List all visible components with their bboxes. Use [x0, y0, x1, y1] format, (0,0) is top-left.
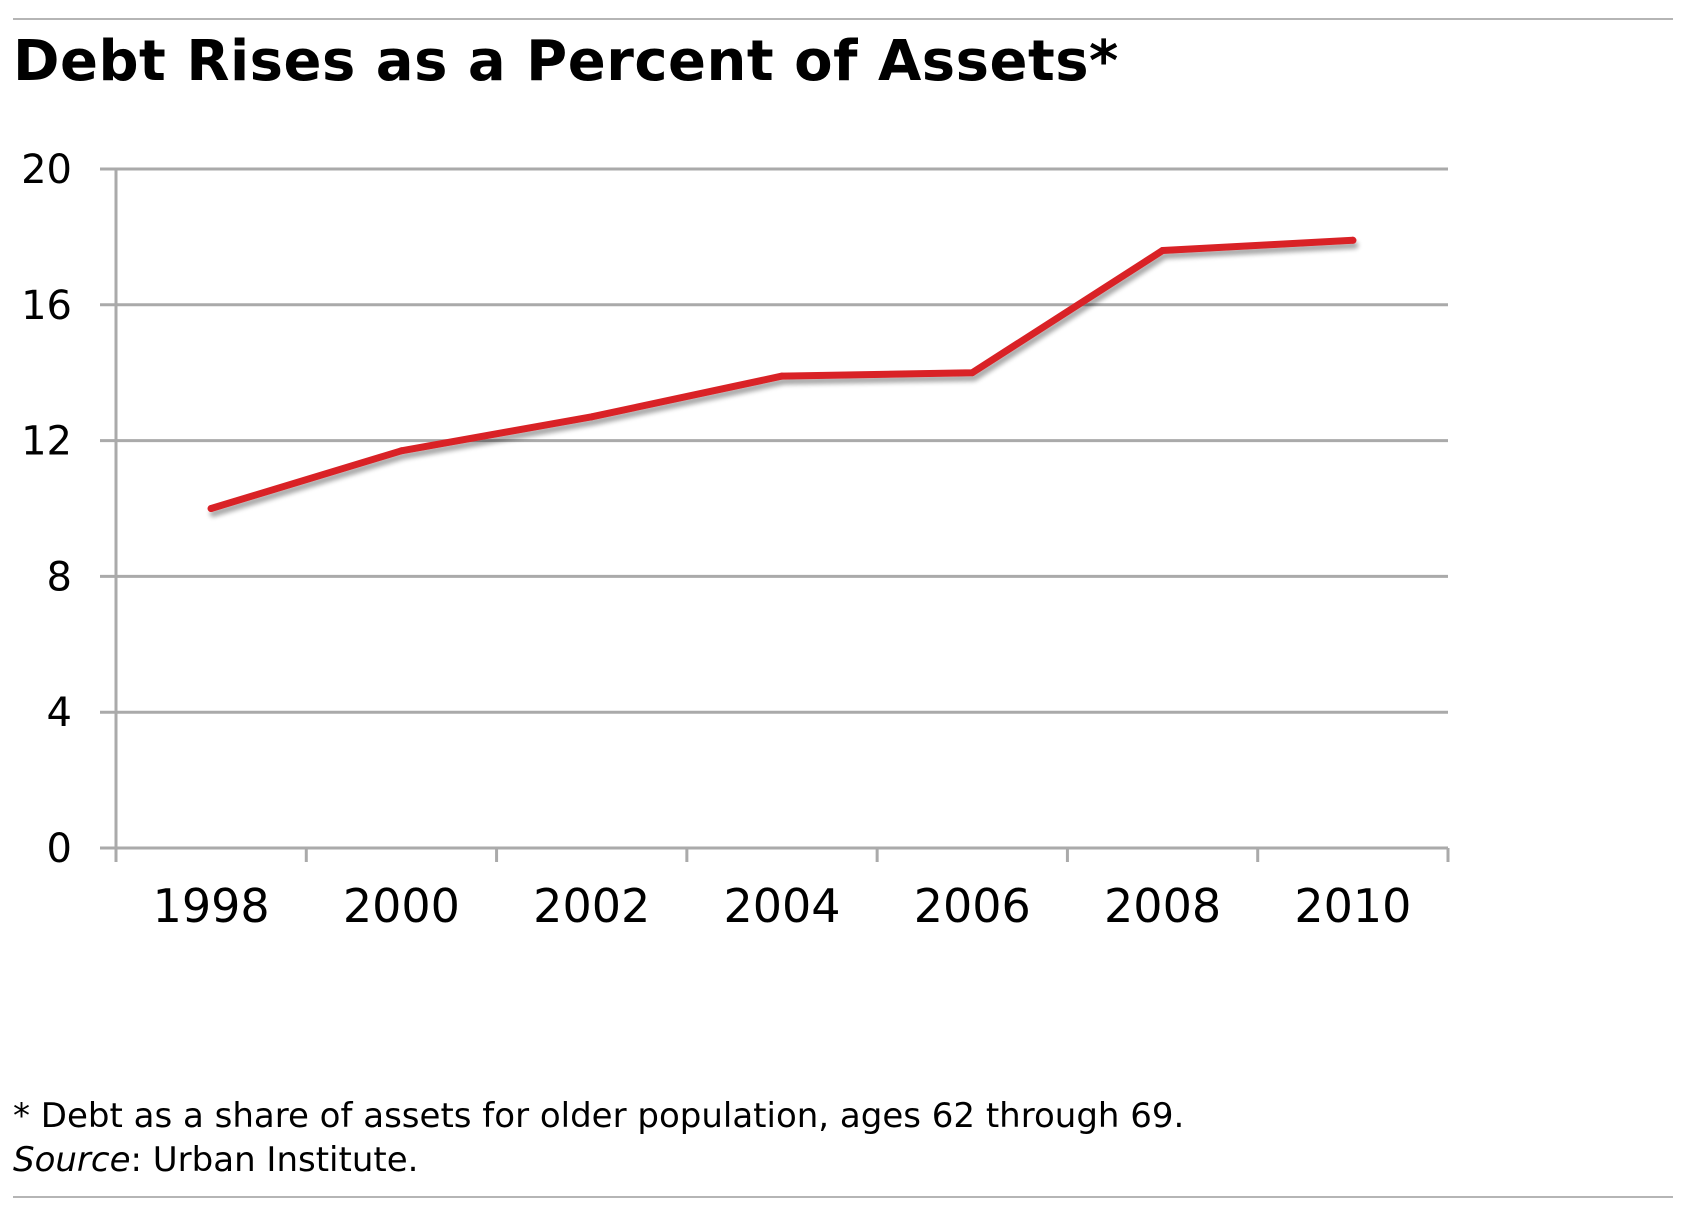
series-layer [207, 236, 1357, 512]
data-point [1349, 236, 1357, 244]
data-point [397, 447, 405, 455]
data-point [1159, 246, 1167, 254]
source-label: Source [13, 1140, 131, 1180]
data-point [968, 369, 976, 377]
y-tick-label: 8 [47, 554, 72, 600]
y-tick-label: 16 [21, 283, 72, 329]
y-tick-label: 20 [21, 147, 72, 193]
bottom-divider [13, 1196, 1673, 1198]
top-divider [13, 18, 1673, 20]
data-point [207, 505, 215, 512]
footnote: * Debt as a share of assets for older po… [13, 1096, 1185, 1136]
x-tick-label: 2002 [533, 879, 650, 933]
x-tick-labels: 1998 2000 2002 2004 2006 2008 2010 [153, 879, 1412, 933]
gridlines [100, 167, 1448, 714]
x-tick-label: 2004 [723, 879, 840, 933]
x-tick-label: 1998 [153, 879, 270, 933]
y-tick-label: 12 [21, 419, 72, 465]
x-tick-label: 2010 [1294, 879, 1411, 933]
source-text: : Urban Institute. [130, 1140, 419, 1180]
data-point [588, 413, 596, 421]
axes [100, 169, 1450, 862]
x-tick-label: 2000 [343, 879, 460, 933]
x-tick-label: 2008 [1104, 879, 1221, 933]
y-tick-label: 0 [47, 826, 72, 872]
y-tick-labels: 0 4 8 12 16 20 [21, 147, 72, 872]
data-point [778, 372, 786, 380]
source-note: Source: Urban Institute. [13, 1138, 418, 1182]
x-tick-label: 2006 [914, 879, 1031, 933]
chart-title: Debt Rises as a Percent of Assets* [13, 29, 1119, 94]
y-tick-label: 4 [47, 690, 72, 736]
